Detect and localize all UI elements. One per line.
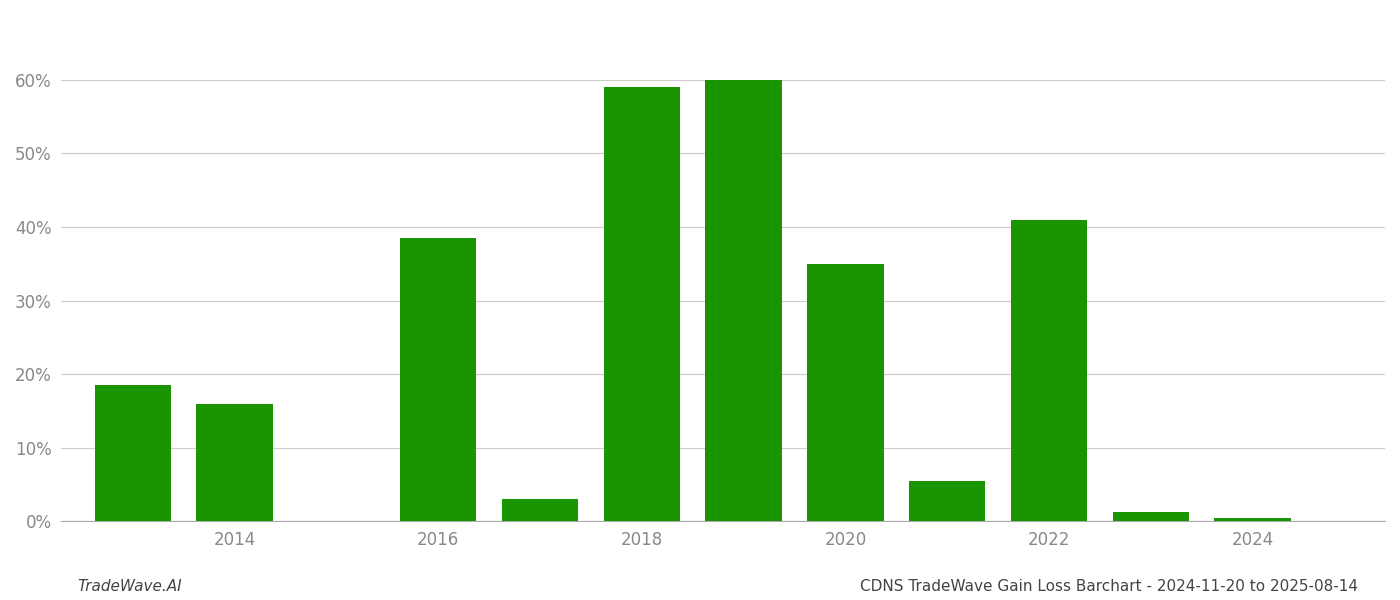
Text: CDNS TradeWave Gain Loss Barchart - 2024-11-20 to 2025-08-14: CDNS TradeWave Gain Loss Barchart - 2024…: [860, 579, 1358, 594]
Bar: [1214, 518, 1291, 521]
Bar: [808, 264, 883, 521]
Bar: [1113, 512, 1189, 521]
Bar: [501, 499, 578, 521]
Bar: [400, 238, 476, 521]
Bar: [909, 481, 986, 521]
Bar: [1011, 220, 1088, 521]
Text: TradeWave.AI: TradeWave.AI: [77, 579, 182, 594]
Bar: [706, 80, 781, 521]
Bar: [196, 404, 273, 521]
Bar: [603, 87, 680, 521]
Bar: [95, 385, 171, 521]
